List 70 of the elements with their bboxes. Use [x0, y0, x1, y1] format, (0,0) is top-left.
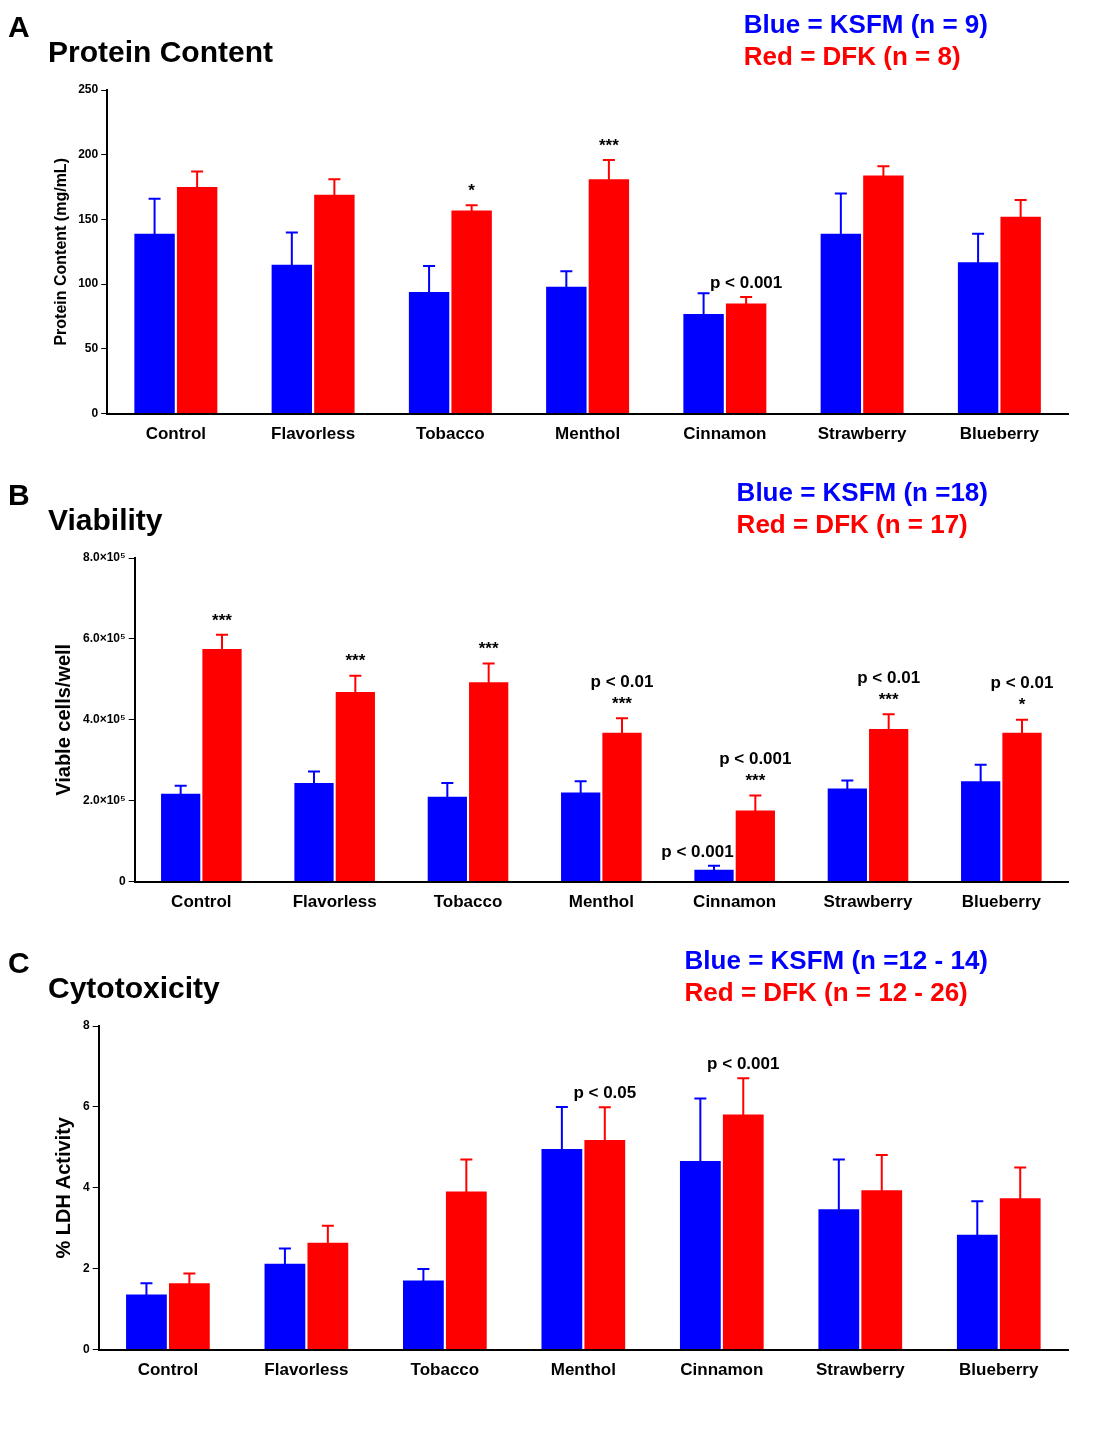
y-tick-label: 2.0×10⁵ — [82, 793, 126, 808]
x-tick-label: Cinnamon — [680, 1360, 764, 1380]
x-tick-label: Flavorless — [292, 892, 377, 912]
annotation: *** — [745, 771, 766, 791]
text: Blue = KSFM (n =18) — [736, 476, 988, 508]
annotation: p < 0.001 — [719, 749, 792, 769]
y-tick-label: 6 — [82, 1099, 90, 1114]
y-tick-label: 8.0×10⁵ — [82, 550, 126, 565]
y-axis-title: % LDH Activity — [51, 1116, 74, 1259]
y-tick-label: 8 — [82, 1018, 90, 1033]
annotation: *** — [345, 651, 366, 671]
y-tick-label: 250 — [78, 82, 99, 97]
chart-title: Cytotoxicity — [48, 971, 221, 1005]
x-tick-label: Blueberry — [959, 424, 1040, 444]
x-tick-label: Flavorless — [264, 1360, 349, 1380]
y-tick-label: 200 — [78, 147, 99, 162]
x-tick-label: Strawberry — [817, 424, 908, 444]
annotation: p < 0.001 — [661, 841, 734, 861]
annotation: * — [1018, 695, 1026, 715]
y-tick-label: 0 — [118, 873, 126, 888]
annotation: p < 0.001 — [709, 272, 783, 292]
y-tick-label: 100 — [78, 276, 99, 291]
y-tick-label: 0 — [82, 1341, 90, 1356]
annotation: *** — [478, 639, 499, 659]
y-tick-label: 4 — [82, 1180, 90, 1195]
text: Red = DFK (n = 12 - 26) — [684, 976, 969, 1008]
annotation: *** — [878, 689, 899, 709]
annotation: p < 0.05 — [573, 1082, 637, 1102]
y-tick-label: 4.0×10⁵ — [82, 712, 126, 727]
annotation: *** — [612, 693, 633, 713]
annotation: p < 0.01 — [590, 671, 654, 691]
x-tick-label: Tobacco — [433, 892, 503, 912]
text: Blue = KSFM (n =12 - 14) — [684, 944, 988, 976]
x-tick-label: Menthol — [550, 1360, 616, 1380]
y-axis-title: Protein Content (mg/mL) — [52, 158, 70, 346]
x-tick-label: Control — [171, 892, 232, 912]
y-tick-label: 2 — [82, 1261, 90, 1276]
x-tick-label: Blueberry — [961, 892, 1042, 912]
text: B — [8, 478, 30, 512]
x-tick-label: Cinnamon — [693, 892, 777, 912]
x-tick-label: Tobacco — [416, 424, 485, 444]
chart-title: Protein Content — [48, 35, 273, 69]
x-tick-label: Strawberry — [815, 1360, 906, 1380]
x-tick-label: Menthol — [555, 424, 621, 444]
text: Red = DFK (n = 17) — [736, 508, 969, 540]
x-tick-label: Control — [137, 1360, 199, 1380]
y-tick-label: 150 — [78, 211, 99, 226]
y-axis-title: Viable cells/well — [51, 643, 74, 796]
x-tick-label: Blueberry — [959, 1360, 1039, 1380]
x-tick-label: Tobacco — [410, 1360, 480, 1380]
text: C — [8, 946, 30, 980]
y-tick-label: 6.0×10⁵ — [82, 631, 126, 646]
x-tick-label: Control — [145, 424, 207, 444]
x-tick-label: Menthol — [568, 892, 634, 912]
chart-title: Viability — [48, 503, 163, 537]
text: Blue = KSFM (n = 9) — [743, 8, 988, 40]
y-tick-label: 0 — [91, 405, 99, 420]
annotation: * — [468, 180, 476, 200]
x-tick-label: Strawberry — [823, 892, 913, 912]
text: A — [8, 10, 30, 44]
annotation: *** — [598, 135, 620, 155]
x-tick-label: Flavorless — [271, 424, 356, 444]
annotation: *** — [212, 610, 233, 630]
y-tick-label: 50 — [84, 341, 99, 356]
text: Red = DFK (n = 8) — [743, 40, 962, 72]
annotation: p < 0.001 — [707, 1053, 780, 1073]
x-tick-label: Cinnamon — [683, 424, 767, 444]
annotation: p < 0.01 — [990, 673, 1054, 693]
bar — [694, 869, 734, 882]
annotation: p < 0.01 — [857, 667, 921, 687]
